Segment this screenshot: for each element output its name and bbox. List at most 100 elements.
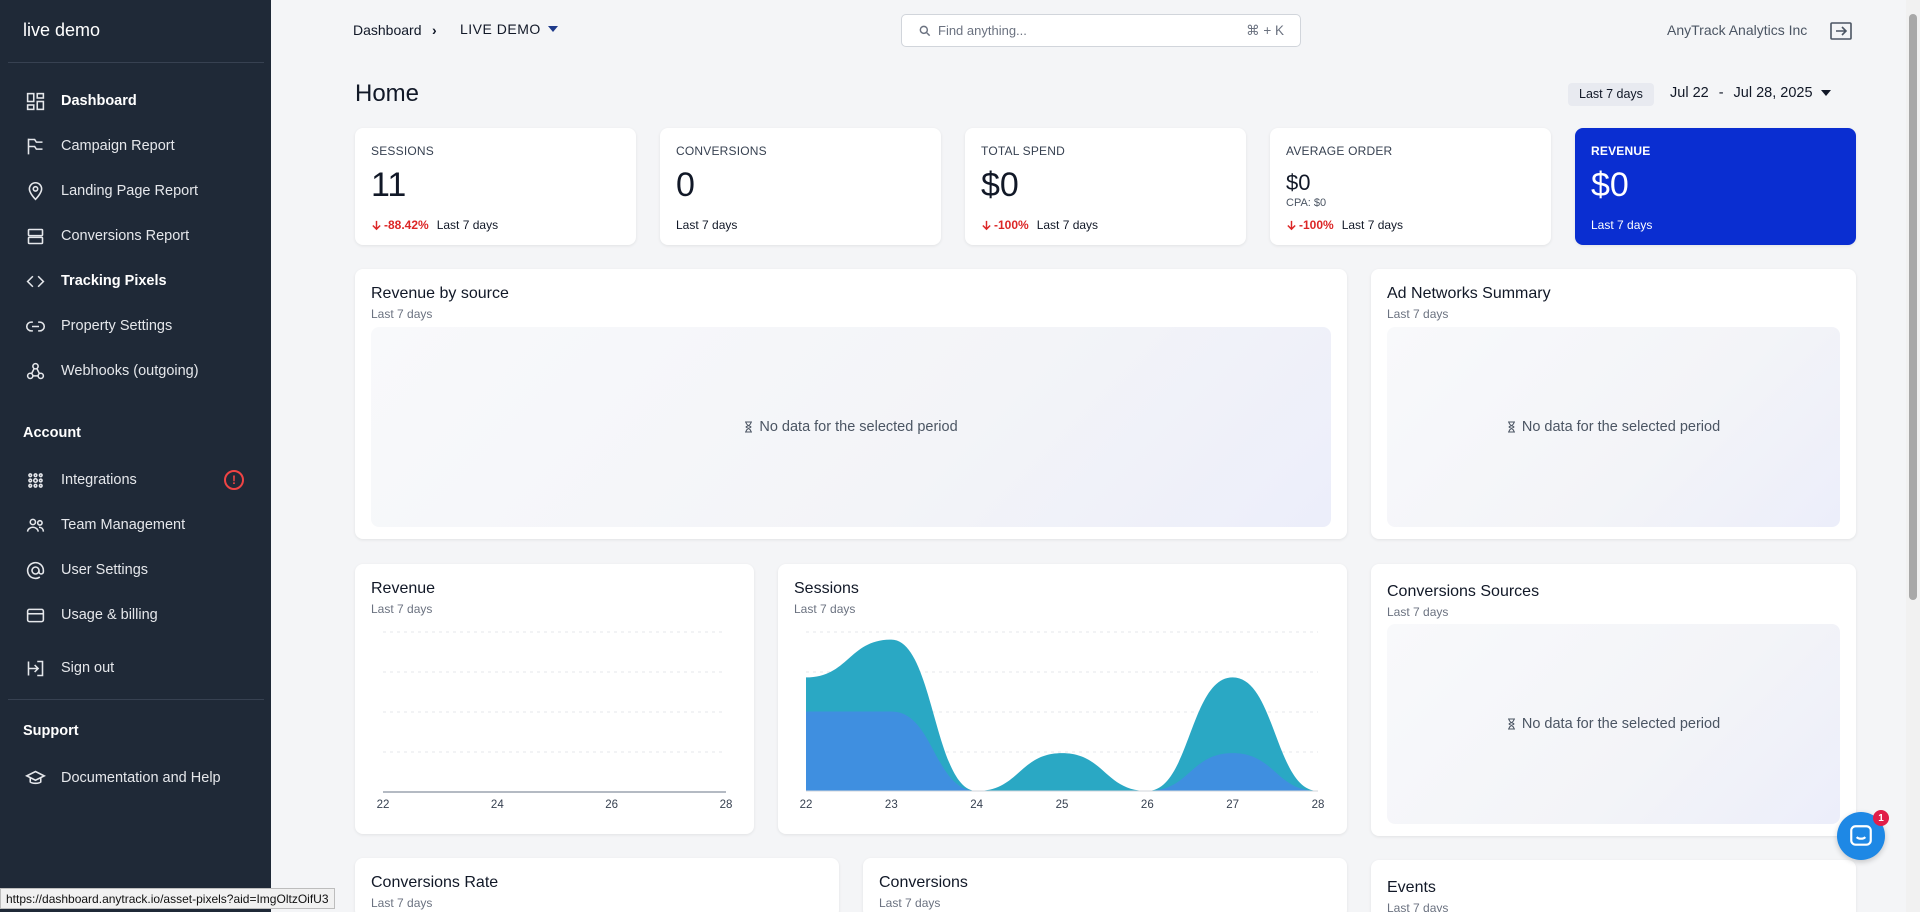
kpi-revenue: REVENUE $0 Last 7 days (1575, 128, 1856, 245)
sidebar-item-label: Webhooks (outgoing) (61, 363, 199, 379)
webhook-icon (24, 360, 46, 382)
sign-out-icon (24, 657, 46, 679)
kpi-value: $0 (1286, 170, 1311, 195)
panel-title: Conversions Rate (371, 874, 499, 891)
kpi-label: REVENUE (1591, 144, 1651, 158)
sidebar-item-user-settings[interactable]: User Settings (0, 550, 271, 590)
support-heading: Support (23, 723, 79, 739)
panel-title: Sessions (794, 580, 859, 597)
revenue-by-source-panel: Revenue by source Last 7 days No data fo… (355, 269, 1347, 539)
brand-name[interactable]: live demo (23, 20, 101, 40)
arrow-down-icon (982, 220, 991, 230)
chevron-down-icon (547, 26, 558, 32)
panel-title: Ad Networks Summary (1387, 285, 1551, 302)
breadcrumb-separator: › (432, 22, 437, 38)
sessions-chart: 22 23 24 25 26 27 28 (800, 631, 1324, 811)
sidebar-item-label: Usage & billing (61, 607, 158, 623)
notification-badge: 1 (1873, 810, 1889, 826)
panel-title: Conversions (879, 874, 968, 891)
x-tick-label: 22 (800, 799, 813, 811)
x-tick-label: 26 (605, 799, 618, 811)
conversion-sources-panel: Conversions Sources Last 7 days No data … (1371, 564, 1856, 836)
sidebar-item-usage-billing[interactable]: Usage & billing (0, 595, 271, 635)
x-tick-label: 23 (885, 799, 898, 811)
kpi-conversions: CONVERSIONS 0 Last 7 days (660, 128, 941, 245)
property-selector[interactable]: LIVE DEMO (460, 21, 558, 37)
company-name[interactable]: AnyTrack Analytics Inc (1667, 22, 1808, 38)
chat-icon (1850, 825, 1872, 846)
map-pin-icon (24, 180, 46, 202)
arrow-down-icon (372, 220, 381, 230)
conversions-rate-panel: Conversions Rate Last 7 days (355, 858, 839, 912)
empty-message: No data for the selected period (1521, 716, 1721, 732)
empty-message: No data for the selected period (759, 419, 958, 435)
sidebar-item-label: Integrations (61, 472, 137, 488)
revenue-chart-panel: Revenue Last 7 days 22 24 26 28 (355, 564, 754, 834)
range-chip[interactable]: Last 7 days (1568, 83, 1654, 106)
sidebar-item-webhooks[interactable]: Webhooks (outgoing) (0, 351, 271, 391)
search-input[interactable]: Find anything... ⌘ + K (901, 14, 1301, 47)
kpi-value: 0 (676, 166, 695, 204)
sign-out-button[interactable]: Sign out (0, 648, 271, 688)
sidebar-item-conversions-report[interactable]: Conversions Report (0, 216, 271, 256)
property-name: LIVE DEMO (460, 21, 541, 37)
kpi-label: SESSIONS (371, 144, 434, 158)
status-bar-url: https://dashboard.anytrack.io/asset-pixe… (0, 888, 335, 909)
search-icon (919, 25, 931, 36)
sidebar-item-label: Property Settings (61, 318, 173, 334)
date-separator: - (1718, 85, 1724, 101)
panel-subtitle: Last 7 days (1387, 307, 1449, 321)
empty-state: No data for the selected period (1387, 327, 1840, 527)
kpi-cpa: CPA: $0 (1286, 197, 1327, 209)
sign-out-icon[interactable] (1829, 19, 1853, 43)
panel-subtitle: Last 7 days (371, 602, 433, 616)
sidebar-item-label: Dashboard (61, 93, 137, 109)
divider (8, 62, 264, 63)
sidebar-item-documentation[interactable]: Documentation and Help (0, 758, 271, 798)
empty-message: No data for the selected period (1521, 419, 1721, 435)
kpi-period: Last 7 days (1036, 218, 1099, 232)
kpi-sessions: SESSIONS 11 -88.42% Last 7 days (355, 128, 636, 245)
sidebar-item-label: Campaign Report (61, 138, 175, 154)
empty-state: No data for the selected period (371, 327, 1331, 527)
breadcrumb-dashboard[interactable]: Dashboard (353, 22, 422, 38)
ad-networks-panel: Ad Networks Summary Last 7 days No data … (1371, 269, 1856, 539)
sidebar-item-integrations[interactable]: Integrations ! (0, 460, 271, 500)
kpi-label: CONVERSIONS (676, 144, 767, 158)
x-tick-label: 24 (970, 799, 983, 811)
scrollbar[interactable] (1906, 0, 1920, 912)
sidebar-item-campaign-report[interactable]: Campaign Report (0, 126, 271, 166)
date-range-picker[interactable]: Jul 22 - Jul 28, 2025 (1670, 85, 1831, 101)
kpi-value: $0 (1591, 166, 1629, 204)
sidebar-item-property-settings[interactable]: Property Settings (0, 306, 271, 346)
sessions-chart-panel: Sessions Last 7 days 22 23 24 25 26 27 28 (778, 564, 1347, 834)
sidebar-item-label: Landing Page Report (61, 183, 199, 199)
scrollbar-thumb[interactable] (1909, 14, 1917, 600)
kpi-delta-value: -100% (994, 218, 1029, 232)
date-to: Jul 28, 2025 (1733, 85, 1813, 101)
sidebar-item-dashboard[interactable]: Dashboard (0, 81, 271, 121)
sidebar-item-team-management[interactable]: Team Management (0, 505, 271, 545)
kpi-delta: -100% (1286, 218, 1334, 232)
panel-subtitle: Last 7 days (371, 896, 433, 910)
page-title: Home (355, 80, 420, 107)
kpi-average-order: AVERAGE ORDER $0 CPA: $0 -100% Last 7 da… (1270, 128, 1551, 245)
team-icon (24, 514, 46, 536)
kpi-value: 11 (371, 166, 407, 204)
divider (8, 699, 264, 700)
kpi-delta-value: -88.42% (384, 218, 429, 232)
sidebar-item-tracking-pixels[interactable]: Tracking Pixels (0, 261, 271, 301)
chevron-down-icon (1820, 90, 1831, 96)
arrow-down-icon (1287, 220, 1296, 230)
search-shortcut: ⌘ + K (1246, 22, 1284, 38)
hourglass-icon (1507, 421, 1515, 433)
x-tick-label: 26 (1141, 799, 1154, 811)
code-icon (24, 270, 46, 292)
sidebar-item-landing-page-report[interactable]: Landing Page Report (0, 171, 271, 211)
date-from: Jul 22 (1670, 85, 1709, 101)
hourglass-icon (1507, 718, 1515, 730)
kpi-delta: -88.42% (371, 218, 429, 232)
alert-icon[interactable]: ! (224, 470, 244, 490)
search-placeholder: Find anything... (938, 23, 1027, 38)
sign-out-label: Sign out (61, 660, 115, 676)
